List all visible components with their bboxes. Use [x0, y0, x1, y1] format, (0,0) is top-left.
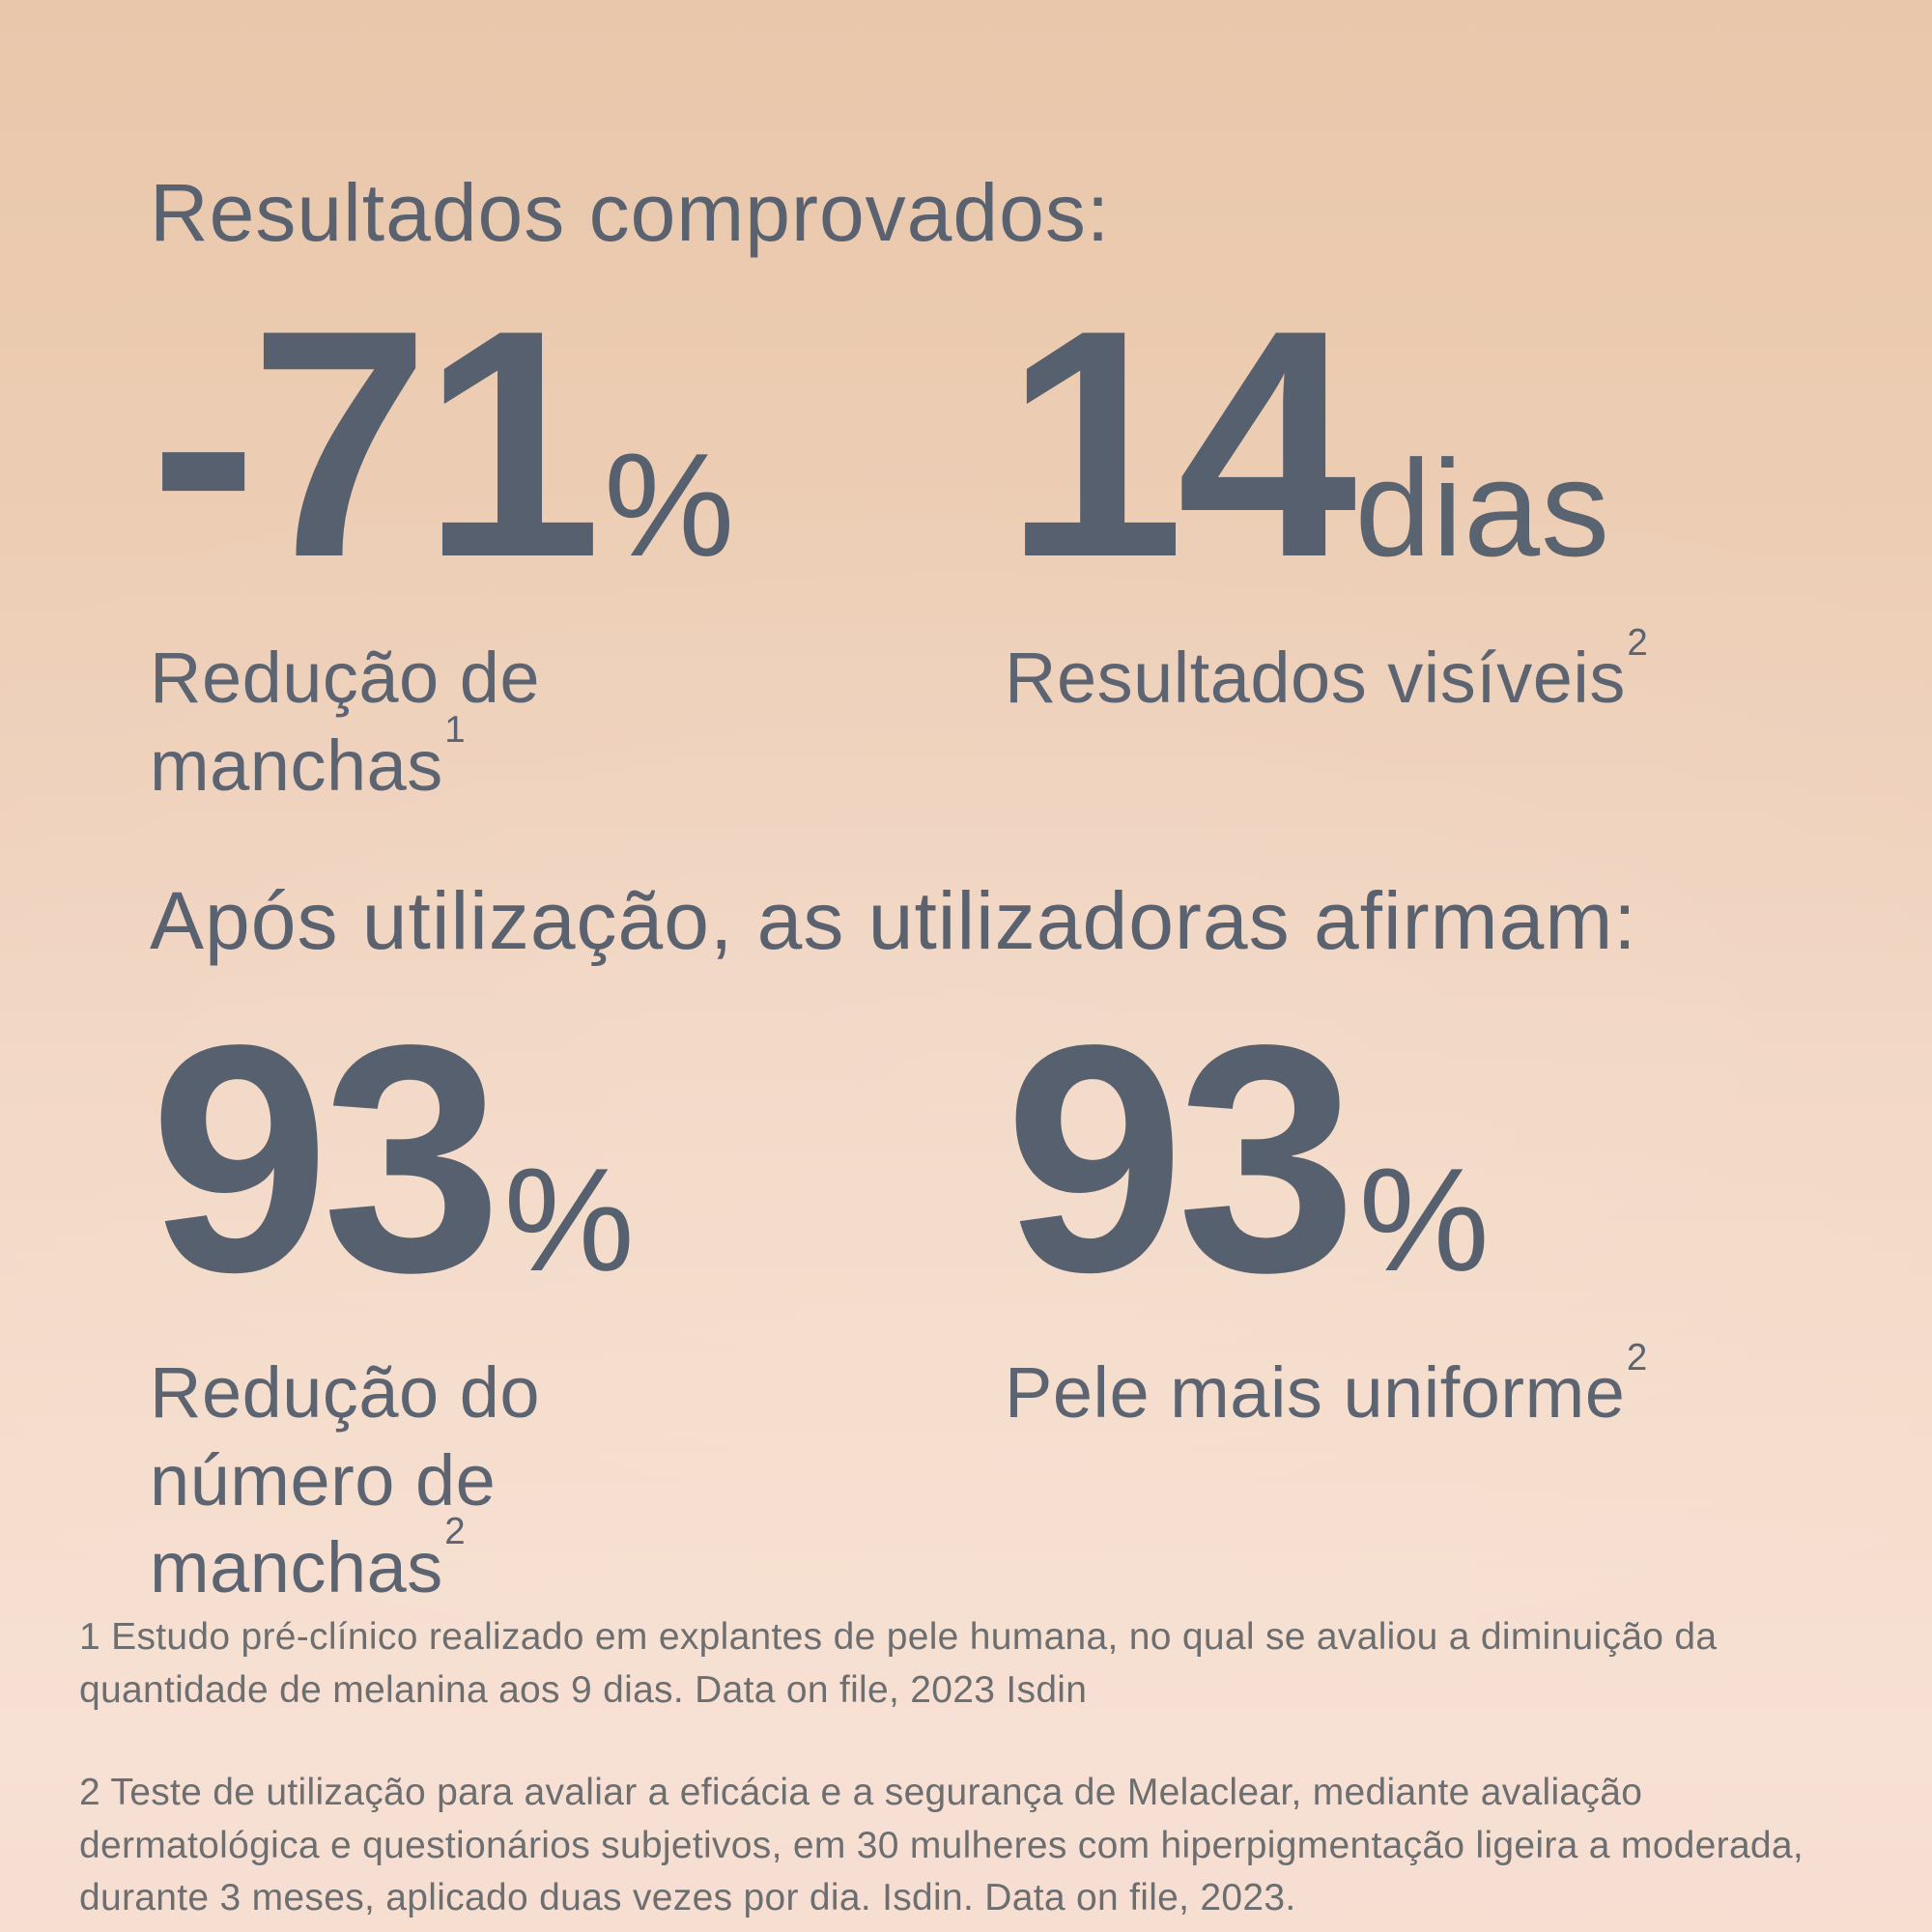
stat-spot-count-reduction: 93 % Redução do número de manchas2	[150, 978, 635, 1611]
stat-value: 93	[1005, 978, 1357, 1339]
footnote-reference: 1	[444, 709, 467, 752]
stat-unit-percent: %	[1358, 1138, 1490, 1302]
footnote-2: 2 Teste de utilização para avaliar a efi…	[79, 1772, 1804, 1919]
stat-number: 93 %	[1005, 978, 1646, 1339]
stat-unit-percent: %	[503, 1138, 635, 1302]
footnote-reference: 2	[444, 1511, 467, 1553]
stat-label-text: Redução do número de manchas	[150, 1352, 541, 1607]
stat-label-text: Resultados visíveis	[1005, 638, 1626, 719]
stat-number: 93 %	[150, 978, 635, 1339]
stat-value: -71	[150, 263, 602, 624]
footnote-reference: 2	[1627, 621, 1649, 664]
section-title-user-claims: Após utilização, as utilizadoras afirmam…	[150, 875, 1637, 966]
footnotes-block: 1 Estudo pré-clínico realizado em explan…	[79, 1611, 1861, 1925]
stat-value: 93	[150, 978, 502, 1339]
section-title-proven-results: Resultados comprovados:	[150, 167, 1111, 258]
stat-label: Resultados visíveis2	[1005, 624, 1648, 722]
stat-label: Redução de manchas1	[150, 635, 613, 810]
footnote-reference: 2	[1626, 1336, 1648, 1378]
stat-label-text: Redução de manchas	[150, 638, 541, 806]
stat-uniform-skin: 93 % Pele mais uniforme2	[1005, 978, 1647, 1437]
stat-label-text: Pele mais uniforme	[1005, 1352, 1626, 1434]
stat-value: 14	[1005, 263, 1357, 624]
stat-label: Pele mais uniforme2	[1005, 1339, 1647, 1436]
stat-number: 14 dias	[1005, 263, 1647, 624]
stat-label: Redução do número de manchas2	[150, 1350, 613, 1611]
stat-unit-percent: %	[604, 423, 735, 587]
stat-spot-reduction: -71 % Redução de manchas1	[150, 263, 735, 810]
footnote-1: 1 Estudo pré-clínico realizado em explan…	[79, 1616, 1718, 1711]
stat-visible-results-days: 14 dias Resultados visíveis2	[1005, 263, 1648, 723]
stat-unit-days: dias	[1354, 432, 1611, 585]
stat-number: -71 %	[150, 263, 735, 624]
